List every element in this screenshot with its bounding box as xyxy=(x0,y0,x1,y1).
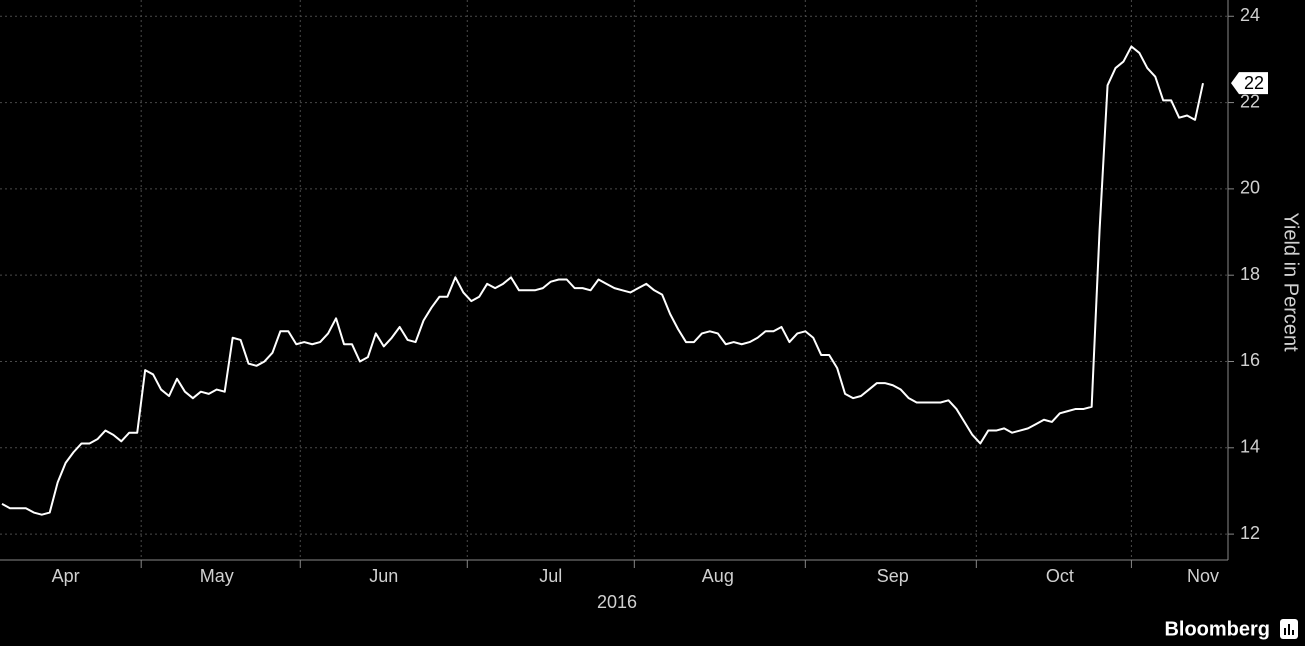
x-tick-label: Nov xyxy=(1187,566,1219,586)
y-axis-label: Yield in Percent xyxy=(1280,212,1302,352)
x-tick-label: Jun xyxy=(369,566,398,586)
x-tick-label: Apr xyxy=(52,566,80,586)
y-tick-label: 22 xyxy=(1240,91,1260,111)
x-tick-label: Sep xyxy=(877,566,909,586)
source-brand: Bloomberg xyxy=(1164,618,1270,640)
x-tick-label: Oct xyxy=(1046,566,1074,586)
brand-icon xyxy=(1280,619,1298,639)
y-tick-label: 24 xyxy=(1240,5,1260,25)
y-tick-label: 14 xyxy=(1240,437,1260,457)
y-tick-label: 20 xyxy=(1240,178,1260,198)
last-value-label: 22 xyxy=(1244,73,1264,93)
last-value-tag xyxy=(1231,72,1268,95)
y-tick-label: 18 xyxy=(1240,264,1260,284)
x-tick-label: Jul xyxy=(539,566,562,586)
y-tick-label: 16 xyxy=(1240,350,1260,370)
x-axis-label: 2016 xyxy=(597,592,637,612)
data-line xyxy=(1,45,1204,516)
y-tick-label: 12 xyxy=(1240,523,1260,543)
x-tick-label: May xyxy=(200,566,234,586)
x-tick-label: Aug xyxy=(702,566,734,586)
